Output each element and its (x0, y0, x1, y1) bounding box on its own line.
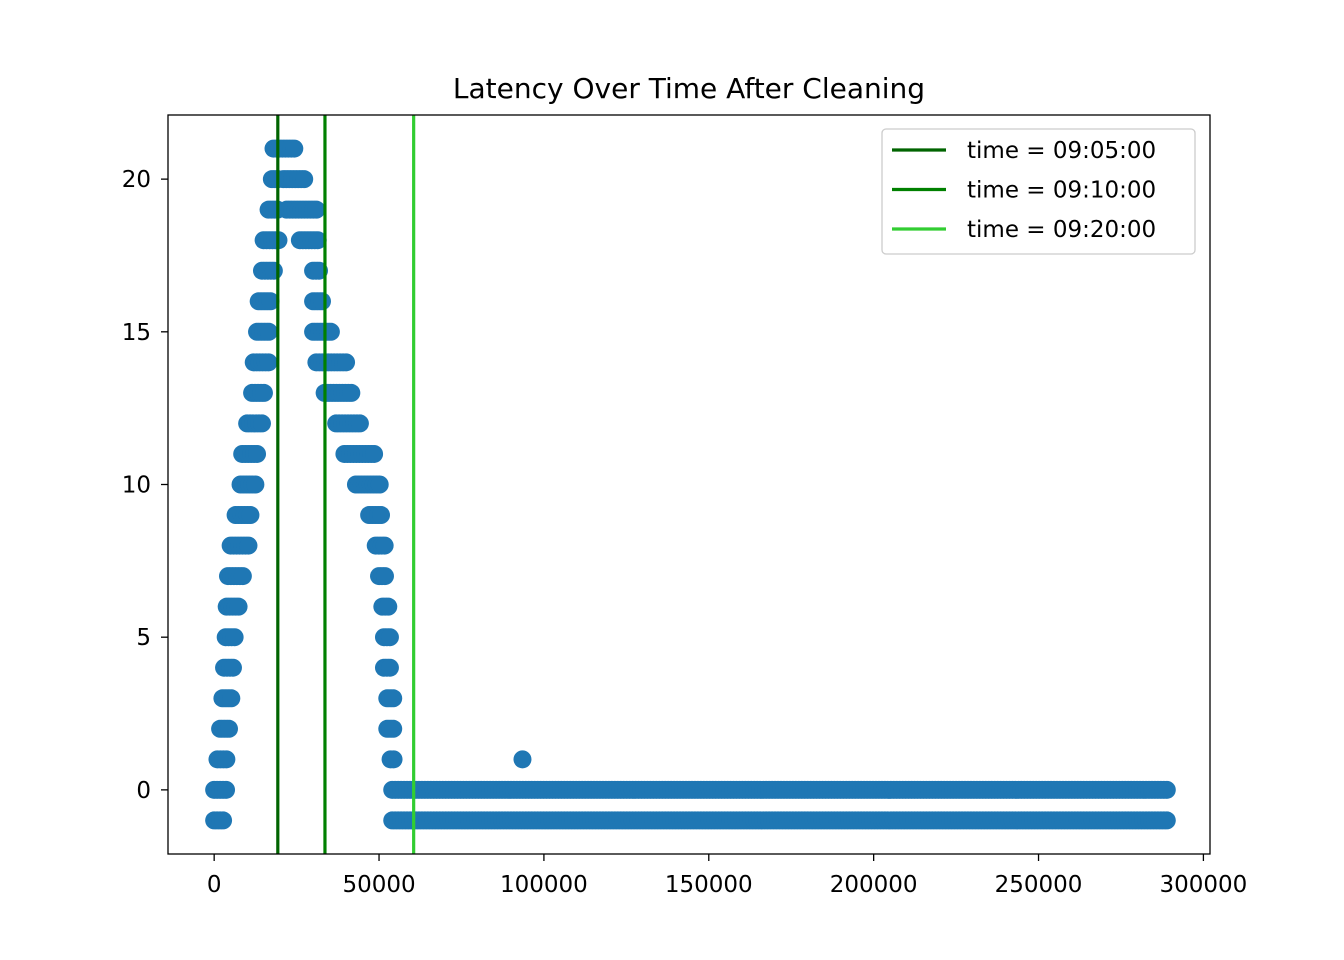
data-point (252, 414, 271, 433)
data-point (259, 322, 278, 341)
data-point (379, 597, 398, 616)
legend-label: time = 09:20:00 (967, 217, 1156, 243)
data-point (513, 750, 532, 769)
data-point (337, 353, 356, 372)
y-axis: 0 5 10 15 20 (122, 167, 168, 804)
x-tick-label: 200000 (830, 872, 918, 898)
data-point (380, 658, 399, 677)
data-point (214, 811, 233, 830)
data-point (261, 292, 280, 311)
data-point (259, 353, 278, 372)
data-point (365, 444, 384, 463)
data-point (342, 383, 361, 402)
data-point (229, 597, 248, 616)
data-points (205, 139, 1176, 830)
data-point (375, 536, 394, 555)
legend-label: time = 09:10:00 (967, 178, 1156, 204)
y-tick-label: 20 (122, 167, 151, 193)
data-point (239, 536, 258, 555)
data-point (233, 567, 252, 586)
x-tick-label: 100000 (500, 872, 588, 898)
data-point (307, 200, 326, 219)
chart-title: Latency Over Time After Cleaning (453, 72, 925, 105)
legend-box (881, 128, 1196, 255)
y-tick-label: 10 (122, 473, 151, 499)
x-tick-label: 0 (207, 872, 222, 898)
data-point (372, 506, 391, 525)
data-point (223, 658, 242, 677)
data-point (370, 475, 389, 494)
x-tick-label: 150000 (665, 872, 753, 898)
legend-label: time = 09:05:00 (967, 138, 1156, 164)
data-point (246, 475, 265, 494)
data-point (225, 628, 244, 647)
data-point (375, 567, 394, 586)
data-point (1157, 780, 1176, 799)
data-point (217, 750, 236, 769)
data-point (264, 261, 283, 280)
data-point (248, 444, 267, 463)
y-tick-label: 15 (122, 320, 151, 346)
x-tick-label: 300000 (1159, 872, 1247, 898)
y-tick-label: 0 (136, 778, 151, 804)
data-point (220, 719, 238, 738)
data-point (384, 689, 403, 708)
data-point (380, 628, 399, 647)
data-point (217, 780, 236, 799)
x-tick-label: 250000 (995, 872, 1083, 898)
data-point (241, 506, 260, 525)
data-point (285, 139, 304, 158)
y-tick-label: 5 (136, 625, 151, 651)
data-point (254, 383, 273, 402)
data-point (384, 750, 403, 769)
data-point (384, 719, 403, 738)
x-tick-label: 50000 (342, 872, 415, 898)
data-point (222, 689, 241, 708)
x-axis: 0 50000 100000 150000 200000 250000 300000 (207, 854, 1247, 898)
data-point (308, 231, 327, 250)
data-point (295, 170, 314, 189)
data-point (312, 292, 331, 311)
vertical-lines (276, 115, 416, 854)
data-point (350, 414, 369, 433)
data-point (1157, 811, 1176, 830)
legend: time = 09:05:00 time = 09:10:00 time = 09:… (881, 128, 1196, 255)
